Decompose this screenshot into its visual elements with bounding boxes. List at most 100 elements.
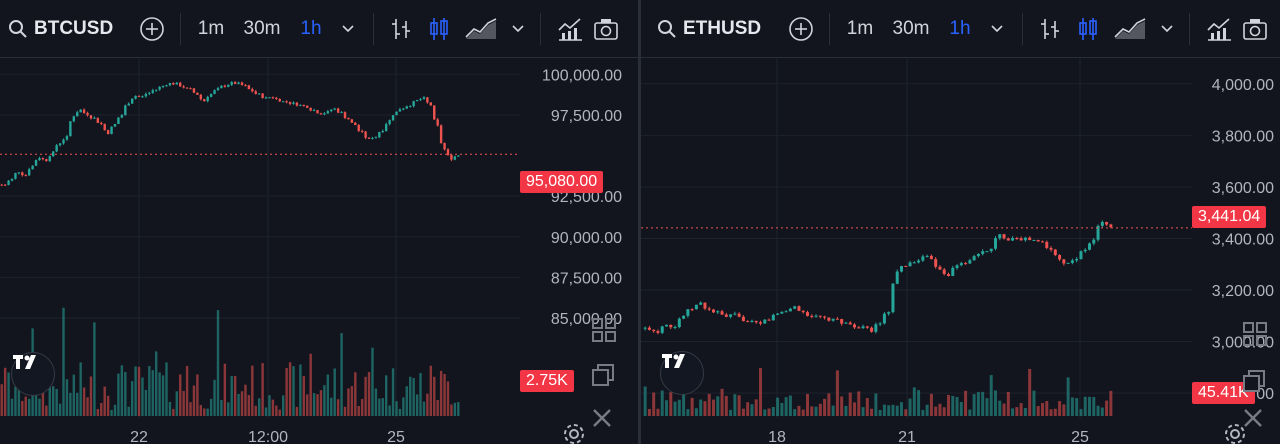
volume-bar [316, 394, 319, 416]
candle-body-up [10, 178, 14, 181]
interval-1h-button[interactable]: 1h [300, 17, 322, 39]
candle-body-down [179, 82, 182, 87]
candle-body-down [1041, 241, 1044, 243]
price-chart-canvas[interactable]: 100,000.00 97,500.00 92,500.00 90,000.00 87,… [0, 58, 638, 444]
volume-bar [929, 393, 933, 416]
candle-body-down [0, 184, 3, 186]
volume-bar [938, 403, 942, 416]
chart-settings-button[interactable] [562, 422, 596, 444]
volume-bar [268, 395, 271, 416]
interval-30m-button[interactable]: 30m [892, 17, 930, 39]
volume-bar [14, 386, 17, 416]
volume-bar [271, 399, 275, 416]
candle-body-up [682, 315, 686, 319]
candle-body-down [801, 310, 805, 313]
volume-bar [419, 372, 422, 416]
candle-body-up [381, 131, 384, 133]
snapshot-button[interactable] [591, 9, 621, 49]
volume-bar [682, 380, 686, 416]
area-chart-type-button[interactable] [1107, 9, 1153, 49]
candle-body-up [216, 88, 220, 91]
volume-bar [788, 395, 792, 416]
symbol-search-button[interactable]: ETHUSD [641, 18, 781, 40]
volume-bar [947, 395, 950, 416]
volume-bar [891, 404, 895, 416]
snapshot-button[interactable] [1240, 9, 1270, 49]
volume-bar [120, 365, 124, 416]
volume-bar [895, 405, 899, 416]
candle-body-up [93, 117, 96, 119]
candle-body-up [716, 311, 720, 313]
tradingview-logo[interactable] [11, 352, 55, 396]
layout-grid-button[interactable] [590, 316, 624, 350]
candle-body-up [292, 102, 295, 104]
candle-body-up [419, 99, 422, 101]
duplicate-chart-button[interactable] [590, 362, 624, 396]
layout-grid-button[interactable] [1241, 320, 1275, 354]
candle-body-up [398, 109, 402, 112]
close-pane-button[interactable] [1241, 406, 1275, 440]
price-chart[interactable]: 4,000.00 3,800.00 3,600.00 3,400.00 3,200.00… [641, 58, 1280, 444]
candle-body-up [141, 96, 144, 98]
interval-30m-button[interactable]: 30m [243, 17, 281, 39]
volume-bar [686, 409, 690, 416]
chart-type-dropdown-button[interactable] [504, 9, 532, 49]
volume-bar [1070, 397, 1074, 416]
duplicate-chart-button[interactable] [1241, 368, 1275, 402]
indicators-button[interactable] [549, 9, 591, 49]
candle-body-down [89, 115, 93, 119]
candles-chart-type-button[interactable] [420, 9, 458, 49]
volume-bar [1028, 368, 1032, 416]
candle-body-up [378, 132, 381, 138]
pane-divider[interactable] [638, 0, 641, 444]
volume-bar [767, 408, 771, 416]
interval-1m-button[interactable]: 1m [197, 17, 225, 39]
chart-pane-btcusd[interactable]: BTCUSD 1m 30m 1h 100, [0, 0, 638, 444]
candle-body-up [34, 160, 38, 166]
compare-symbol-button[interactable] [132, 9, 172, 49]
volume-bar [213, 379, 216, 416]
candle-body-down [439, 125, 443, 143]
candle-body-up [52, 151, 55, 157]
volume-bar [690, 397, 694, 416]
chart-pane-ethusd[interactable]: ETHUSD 1m 30m 1h 4,00 [641, 0, 1280, 444]
interval-1h-button[interactable]: 1h [949, 17, 971, 39]
volume-bar [82, 387, 86, 416]
area-chart-type-button[interactable] [458, 9, 504, 49]
bar-chart-type-button[interactable] [382, 9, 420, 49]
volume-bar [921, 409, 925, 416]
candle-body-up [402, 108, 405, 110]
chart-type-dropdown-button[interactable] [1153, 9, 1181, 49]
candle-body-down [741, 316, 745, 322]
compare-symbol-button[interactable] [781, 9, 821, 49]
candle-body-up [220, 85, 223, 89]
volume-bar [364, 376, 367, 416]
price-chart-canvas[interactable]: 4,000.00 3,800.00 3,600.00 3,400.00 3,200.00… [641, 58, 1280, 444]
interval-dropdown-button[interactable] [980, 9, 1014, 49]
candle-body-up [58, 143, 62, 146]
interval-1m-button[interactable]: 1m [846, 17, 874, 39]
symbol-search-button[interactable]: BTCUSD [0, 18, 132, 40]
price-chart[interactable]: 100,000.00 97,500.00 92,500.00 90,000.00 87,… [0, 58, 638, 444]
candle-body-down [336, 108, 340, 113]
candle-body-down [316, 110, 319, 114]
volume-bar [103, 386, 106, 416]
candles-chart-type-button[interactable] [1069, 9, 1107, 49]
indicators-button[interactable] [1198, 9, 1240, 49]
candle-body-down [818, 315, 822, 317]
volume-bar [96, 408, 100, 416]
bar-chart-type-button[interactable] [1031, 9, 1069, 49]
chart-settings-button[interactable] [1223, 422, 1257, 444]
volume-bar [1075, 398, 1079, 416]
candle-body-up [1079, 251, 1083, 260]
volume-bar [223, 363, 227, 416]
volume-bar [1105, 400, 1109, 416]
interval-dropdown-button[interactable] [331, 9, 365, 49]
candle-body-down [797, 306, 801, 311]
candle-body-up [55, 145, 58, 152]
candle-body-down [446, 149, 450, 155]
close-pane-button[interactable] [590, 406, 624, 440]
volume-bar [652, 392, 656, 416]
tradingview-logo[interactable] [660, 351, 704, 395]
candle-body-down [707, 308, 711, 310]
